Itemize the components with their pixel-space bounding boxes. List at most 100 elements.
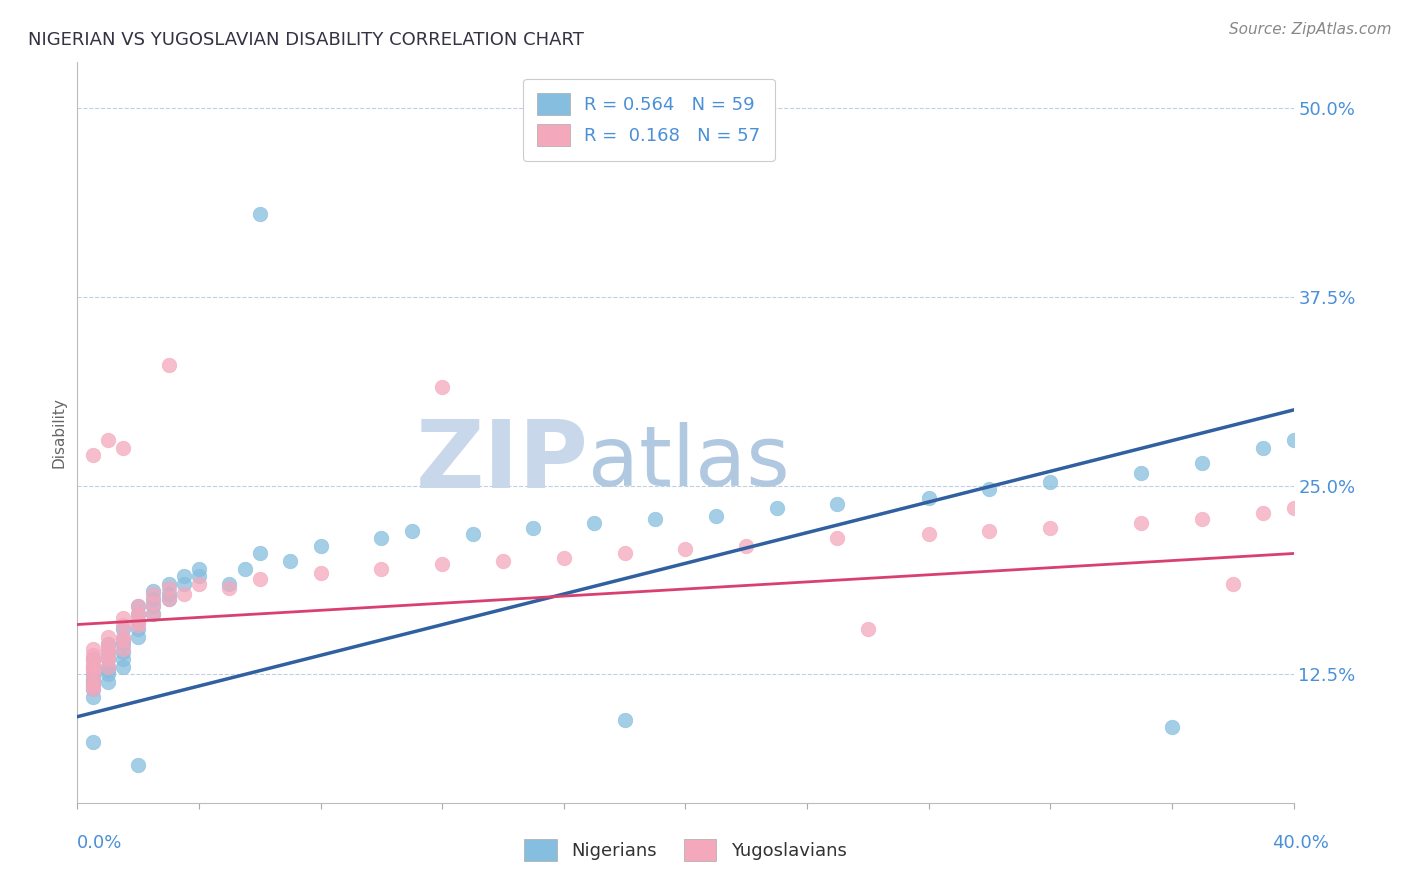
Point [157, 591, 180, 606]
Point [111, 652, 134, 666]
Point [97, 637, 120, 651]
Point [111, 645, 134, 659]
Point [157, 581, 180, 595]
Point [82, 652, 104, 666]
Point [82, 641, 104, 656]
Point [127, 630, 149, 644]
Point [97, 674, 120, 689]
Point [1251, 441, 1274, 455]
Point [111, 622, 134, 636]
Point [82, 690, 104, 704]
Legend: Nigerians, Yugoslavians: Nigerians, Yugoslavians [517, 831, 853, 868]
Point [127, 617, 149, 632]
Point [127, 607, 149, 621]
Point [82, 682, 104, 697]
Point [142, 599, 165, 614]
Point [82, 657, 104, 671]
Point [856, 622, 879, 636]
Point [97, 641, 120, 656]
Point [97, 637, 120, 651]
Point [1130, 467, 1153, 481]
Text: NIGERIAN VS YUGOSLAVIAN DISABILITY CORRELATION CHART: NIGERIAN VS YUGOSLAVIAN DISABILITY CORRE… [28, 31, 583, 49]
Point [111, 660, 134, 674]
Point [613, 547, 636, 561]
Point [461, 526, 484, 541]
Point [111, 441, 134, 455]
Point [401, 524, 423, 538]
Point [82, 682, 104, 697]
Point [111, 632, 134, 647]
Point [1251, 506, 1274, 520]
Point [111, 611, 134, 625]
Point [97, 433, 120, 447]
Point [97, 660, 120, 674]
Point [370, 561, 392, 575]
Point [233, 561, 256, 575]
Point [111, 641, 134, 656]
Point [127, 607, 149, 621]
Point [97, 630, 120, 644]
Point [97, 663, 120, 677]
Point [127, 615, 149, 629]
Point [142, 607, 165, 621]
Point [309, 566, 332, 581]
Point [1282, 501, 1305, 516]
Text: 40.0%: 40.0% [1272, 834, 1329, 852]
Point [218, 576, 240, 591]
Point [82, 678, 104, 692]
Point [142, 596, 165, 610]
Point [157, 591, 180, 606]
Point [1039, 475, 1062, 490]
Point [218, 581, 240, 595]
Point [157, 576, 180, 591]
Point [127, 758, 149, 772]
Point [188, 569, 211, 583]
Point [157, 587, 180, 601]
Point [173, 587, 195, 601]
Point [127, 599, 149, 614]
Point [979, 524, 1001, 538]
Point [1191, 512, 1213, 526]
Point [1039, 521, 1062, 535]
Point [127, 615, 149, 629]
Point [142, 584, 165, 599]
Point [430, 557, 453, 571]
Point [644, 512, 666, 526]
Point [735, 539, 758, 553]
Point [82, 448, 104, 462]
Point [827, 497, 849, 511]
Point [249, 572, 271, 586]
Point [82, 672, 104, 686]
Point [111, 630, 134, 644]
Point [142, 587, 165, 601]
Point [97, 648, 120, 662]
Point [111, 632, 134, 647]
Point [492, 554, 515, 568]
Point [1282, 433, 1305, 447]
Point [142, 591, 165, 606]
Point [370, 532, 392, 546]
Point [82, 667, 104, 681]
Point [173, 569, 195, 583]
Point [278, 554, 301, 568]
Point [82, 660, 104, 674]
Point [173, 576, 195, 591]
Text: atlas: atlas [588, 422, 790, 503]
Point [97, 652, 120, 666]
Point [188, 561, 211, 575]
Text: ZIP: ZIP [415, 417, 588, 508]
Point [1191, 456, 1213, 470]
Point [1222, 576, 1244, 591]
Point [918, 526, 941, 541]
Point [97, 645, 120, 659]
Point [127, 622, 149, 636]
Point [249, 206, 271, 220]
Point [142, 607, 165, 621]
Point [82, 660, 104, 674]
Point [430, 380, 453, 394]
Point [188, 576, 211, 591]
Point [82, 735, 104, 749]
Point [249, 547, 271, 561]
Point [97, 660, 120, 674]
Point [97, 667, 120, 681]
